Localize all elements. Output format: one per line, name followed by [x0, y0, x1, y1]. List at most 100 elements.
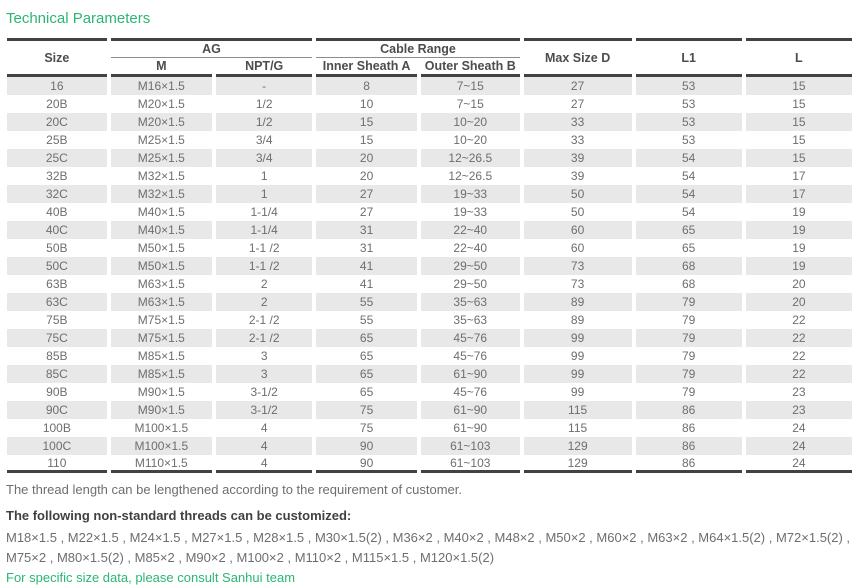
table-row: 75B M75×1.5 2-1 /2 55 35~63 89 79 22 — [7, 311, 852, 329]
table-cell: 19~33 — [453, 205, 488, 219]
table-row: 16 M16×1.5-8 7~15 27 53 15 — [7, 77, 852, 95]
table-cell: 75C — [7, 329, 107, 347]
table-row: 40B M40×1.5 1-1/4 27 19~33 50 54 19 — [7, 203, 852, 221]
table-cell: 99 — [523, 329, 632, 347]
table-cell: 86 — [681, 421, 696, 435]
table-cell: 75 — [316, 401, 417, 419]
table-cell: 3/4 — [215, 149, 313, 167]
table-cell: 65 — [316, 365, 417, 383]
table-cell: 8 — [316, 77, 417, 95]
note-thread-list: M18×1.5 , M22×1.5 , M24×1.5 , M27×1.5 , … — [6, 528, 853, 568]
table-row: 90C M90×1.5 3-1/2 75 61~90 115 86 23 — [7, 401, 852, 419]
table-cell: 45~76 — [420, 329, 520, 347]
table-row: 63B M63×1.5 2 41 29~50 73 68 20 — [7, 275, 852, 293]
table-cell: 23 — [745, 401, 852, 419]
col-header-cable-range: Cable Range — [316, 38, 520, 58]
note-consult-team: For specific size data, please consult S… — [6, 570, 296, 585]
table-header: Size AG Cable Range Max Size D L1 L M NP… — [7, 38, 852, 77]
table-cell: 75 — [359, 421, 374, 435]
table-cell: 129 — [523, 437, 632, 455]
table-cell: 41 — [359, 277, 374, 291]
table-cell: 20 — [792, 277, 806, 291]
table-row: 63C M63×1.5 2 55 35~63 89 79 20 — [7, 293, 852, 311]
table-cell: M63×1.5 — [137, 277, 185, 291]
table-cell: 63B — [46, 277, 68, 291]
table-cell: 45~76 — [453, 349, 488, 363]
table-cell: M100×1.5 — [110, 437, 212, 455]
col-header-m: M — [110, 58, 212, 77]
table-cell: 50C — [7, 257, 107, 275]
table-cell: 12~26.5 — [420, 149, 520, 167]
table-cell: 29~50 — [453, 277, 488, 291]
col-header-npt-g: NPT/G — [215, 58, 313, 77]
table-row: 32C M32×1.5 1 27 19~33 50 54 17 — [7, 185, 852, 203]
table-cell: M110×1.5 — [110, 455, 212, 473]
table-cell: 79 — [635, 293, 742, 311]
table-cell: 65 — [681, 241, 696, 255]
table-cell: 33 — [570, 133, 585, 147]
table-cell: 35~63 — [453, 313, 488, 327]
table-cell: M63×1.5 — [110, 293, 212, 311]
table-cell: M85×1.5 — [110, 365, 212, 383]
table-cell: 99 — [523, 365, 632, 383]
table-cell: 3-1/2 — [215, 401, 313, 419]
table-cell: 54 — [681, 169, 696, 183]
table-cell: 3 — [215, 365, 313, 383]
table-cell: 24 — [792, 421, 806, 435]
table-cell: 86 — [635, 455, 742, 473]
table-cell: 89 — [570, 313, 585, 327]
table-cell: 10 — [359, 97, 374, 111]
note-thread-length: The thread length can be lengthened acco… — [6, 482, 463, 497]
table-cell: 7~15 — [420, 77, 520, 95]
table-cell: 54 — [635, 149, 742, 167]
table-cell: 15 — [745, 77, 852, 95]
table-cell: 79 — [681, 313, 696, 327]
table-row: 90B M90×1.5 3-1/2 65 45~76 99 79 23 — [7, 383, 852, 401]
table-cell: 85C — [7, 365, 107, 383]
table-cell: M16×1.5 — [110, 77, 212, 95]
table-cell: 3 — [260, 349, 268, 363]
table-cell: 86 — [635, 401, 742, 419]
table-row: 50B M50×1.5 1-1 /2 31 22~40 60 65 19 — [7, 239, 852, 257]
table-cell: 22 — [792, 313, 806, 327]
table-cell: 27 — [570, 97, 585, 111]
table-row: 100B M100×1.5 4 75 61~90 115 86 24 — [7, 419, 852, 437]
note-customized-heading: The following non-standard threads can b… — [6, 508, 352, 523]
table-cell: 61~90 — [453, 421, 488, 435]
table-cell: 90C — [7, 401, 107, 419]
table-cell: 61~103 — [420, 437, 520, 455]
table-cell: 53 — [635, 77, 742, 95]
table-cell: 89 — [523, 293, 632, 311]
table-cell: M25×1.5 — [110, 149, 212, 167]
table-cell: 22 — [745, 365, 852, 383]
table-cell: 20C — [7, 113, 107, 131]
table-cell: 86 — [635, 437, 742, 455]
table-cell: 1/2 — [255, 97, 273, 111]
table-cell: 61~103 — [420, 455, 520, 473]
table-cell: 61~90 — [420, 365, 520, 383]
table-row: 110 M110×1.5 4 90 61~103 129 86 24 — [7, 455, 852, 473]
table-cell: 53 — [681, 133, 696, 147]
page-title: Technical Parameters — [6, 10, 151, 27]
table-cell: 32B — [46, 169, 68, 183]
table-cell: 1-1/4 — [215, 221, 313, 239]
table-cell: 2-1 /2 — [215, 329, 313, 347]
table-cell: M100×1.5 — [134, 421, 189, 435]
table-cell: 41 — [316, 257, 417, 275]
table-cell: 79 — [635, 329, 742, 347]
table-cell: 22~40 — [420, 221, 520, 239]
table-cell: 50 — [570, 205, 585, 219]
table-cell: 79 — [681, 385, 696, 399]
table-cell: 1 — [215, 185, 313, 203]
table-cell: 45~76 — [453, 385, 488, 399]
table-cell: 3-1/2 — [250, 385, 278, 399]
table-cell: 27 — [359, 205, 374, 219]
table-cell: 15 — [316, 113, 417, 131]
table-cell: 10~20 — [420, 113, 520, 131]
col-header-inner-sheath-a: Inner Sheath A — [316, 58, 417, 77]
table-row: 25C M25×1.5 3/4 20 12~26.5 39 54 15 — [7, 149, 852, 167]
table-cell: 31 — [359, 241, 374, 255]
table-cell: 40B — [46, 205, 68, 219]
header-row-subcolumns: M NPT/G Inner Sheath A Outer Sheath B — [7, 58, 852, 77]
table-cell: 1-1/4 — [250, 205, 278, 219]
